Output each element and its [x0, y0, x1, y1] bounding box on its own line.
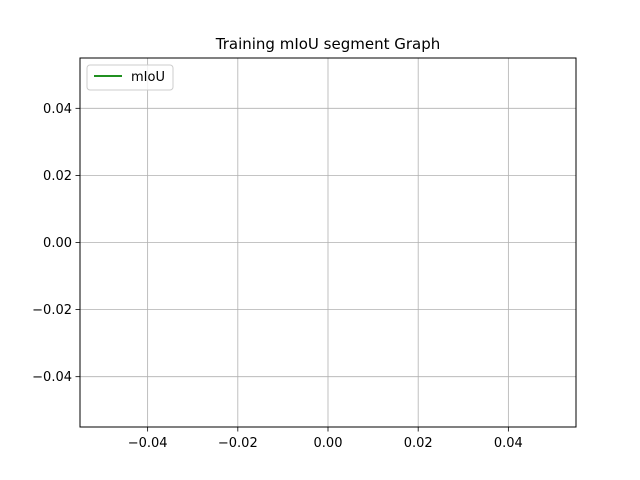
y-tick-label: −0.04: [32, 370, 72, 385]
x-tick-label: 0.00: [314, 436, 343, 451]
y-tick-label: −0.02: [32, 303, 72, 318]
legend-label-miou: mIoU: [131, 70, 165, 85]
x-tick-label: −0.02: [218, 436, 258, 451]
legend-box: [86, 64, 174, 91]
y-tick-label: 0.04: [43, 102, 72, 117]
legend: mIoU: [86, 64, 174, 91]
grid-lines: [80, 58, 576, 427]
x-tick-label: 0.04: [494, 436, 523, 451]
x-tick-label: 0.02: [404, 436, 433, 451]
y-tick-label: 0.02: [43, 169, 72, 184]
y-tick-label: 0.00: [43, 236, 72, 251]
chart-title: Training mIoU segment Graph: [215, 35, 441, 53]
axis-ticks: −0.04 −0.02 0.00 0.02 0.04 0.04 0.02 0.00 −0.02 −…: [32, 102, 523, 451]
x-tick-label: −0.04: [128, 436, 168, 451]
